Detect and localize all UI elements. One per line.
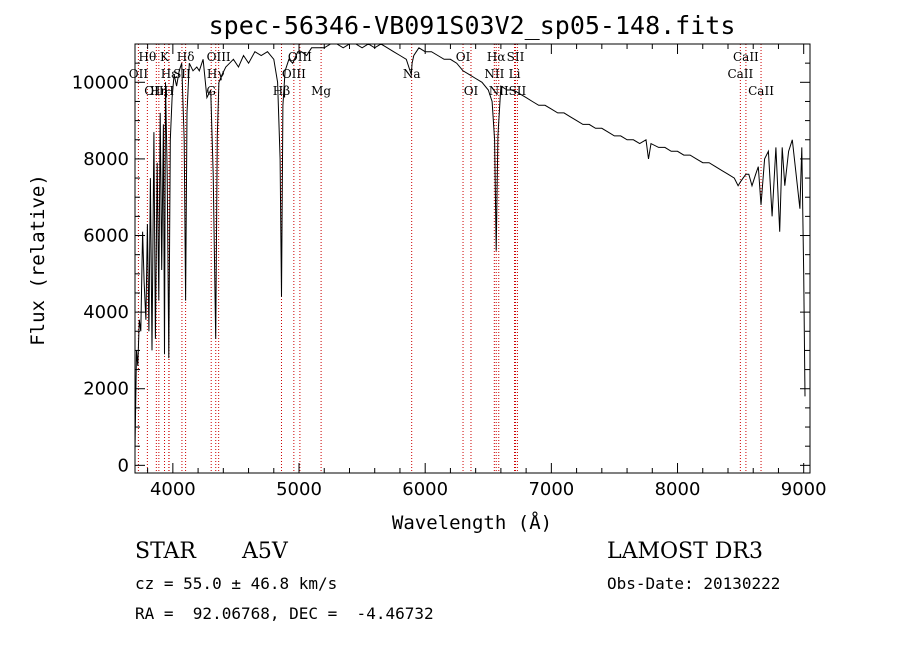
observation-date: Obs-Date: 20130222	[607, 574, 781, 593]
redshift-velocity: cz = 55.0 ± 46.8 km/s	[135, 574, 338, 593]
line-label-22: SII	[507, 50, 525, 64]
line-label-3: K	[160, 50, 170, 64]
y-tick-label-4000: 4000	[83, 302, 129, 323]
line-label-8: Hδ	[177, 50, 195, 64]
y-tick-label-2000: 2000	[83, 379, 129, 400]
emission-line-markers	[137, 44, 762, 473]
line-label-18: OI	[464, 84, 479, 98]
line-label-15: Mg	[311, 84, 331, 98]
line-label-12: Hβ	[273, 84, 290, 98]
x-axis-ticks: 4000 5000 6000 7000 8000 9000	[147, 44, 827, 500]
spectrum-line	[134, 43, 806, 451]
plot-frame	[134, 43, 811, 474]
line-label-20: NII	[484, 67, 504, 81]
line-label-9: OIII	[207, 50, 231, 64]
line-label-13: OIII	[282, 67, 306, 81]
x-tick-label-8000: 8000	[655, 479, 701, 500]
line-label-19: Hα	[487, 50, 506, 64]
survey-name: LAMOST DR3	[607, 539, 763, 564]
line-label-17: OI	[456, 50, 471, 64]
x-tick-label-9000: 9000	[781, 479, 827, 500]
y-axis-label: Flux (relative)	[27, 174, 49, 346]
line-label-25: CaII	[733, 50, 759, 64]
line-label-0: Hθ	[139, 50, 157, 64]
line-label-5: Hε	[161, 67, 178, 81]
line-label-24: SII	[509, 84, 527, 98]
line-label-1: OII	[129, 67, 149, 81]
x-tick-label-6000: 6000	[402, 479, 448, 500]
line-label-2: OIII	[144, 84, 168, 98]
x-tick-label-4000: 4000	[150, 479, 196, 500]
object-class: STAR	[135, 539, 196, 564]
chart-title: spec-56346-VB091S03V2_sp05-148.fits	[209, 11, 736, 40]
line-label-6: Hη	[150, 84, 168, 98]
x-axis-label: Wavelength (Å)	[392, 511, 552, 534]
line-label-27: CaII	[748, 84, 774, 98]
line-label-26: CaII	[727, 67, 753, 81]
line-label-10: Hγ	[207, 67, 225, 81]
line-label-21: NII	[489, 84, 509, 98]
line-label-4: H	[164, 84, 174, 98]
x-tick-label-5000: 5000	[276, 479, 322, 500]
x-tick-label-7000: 7000	[528, 479, 574, 500]
y-tick-label-6000: 6000	[83, 226, 129, 247]
line-label-23: Li	[509, 67, 521, 81]
y-axis-ticks: 0 2000 4000 6000 8000 10000	[72, 43, 810, 476]
y-tick-label-10000: 10000	[72, 72, 129, 93]
sky-coordinates: RA = 92.06768, DEC = -4.46732	[135, 604, 434, 623]
object-subclass: A5V	[242, 539, 288, 564]
y-tick-label-0: 0	[118, 455, 129, 476]
y-tick-label-8000: 8000	[83, 149, 129, 170]
